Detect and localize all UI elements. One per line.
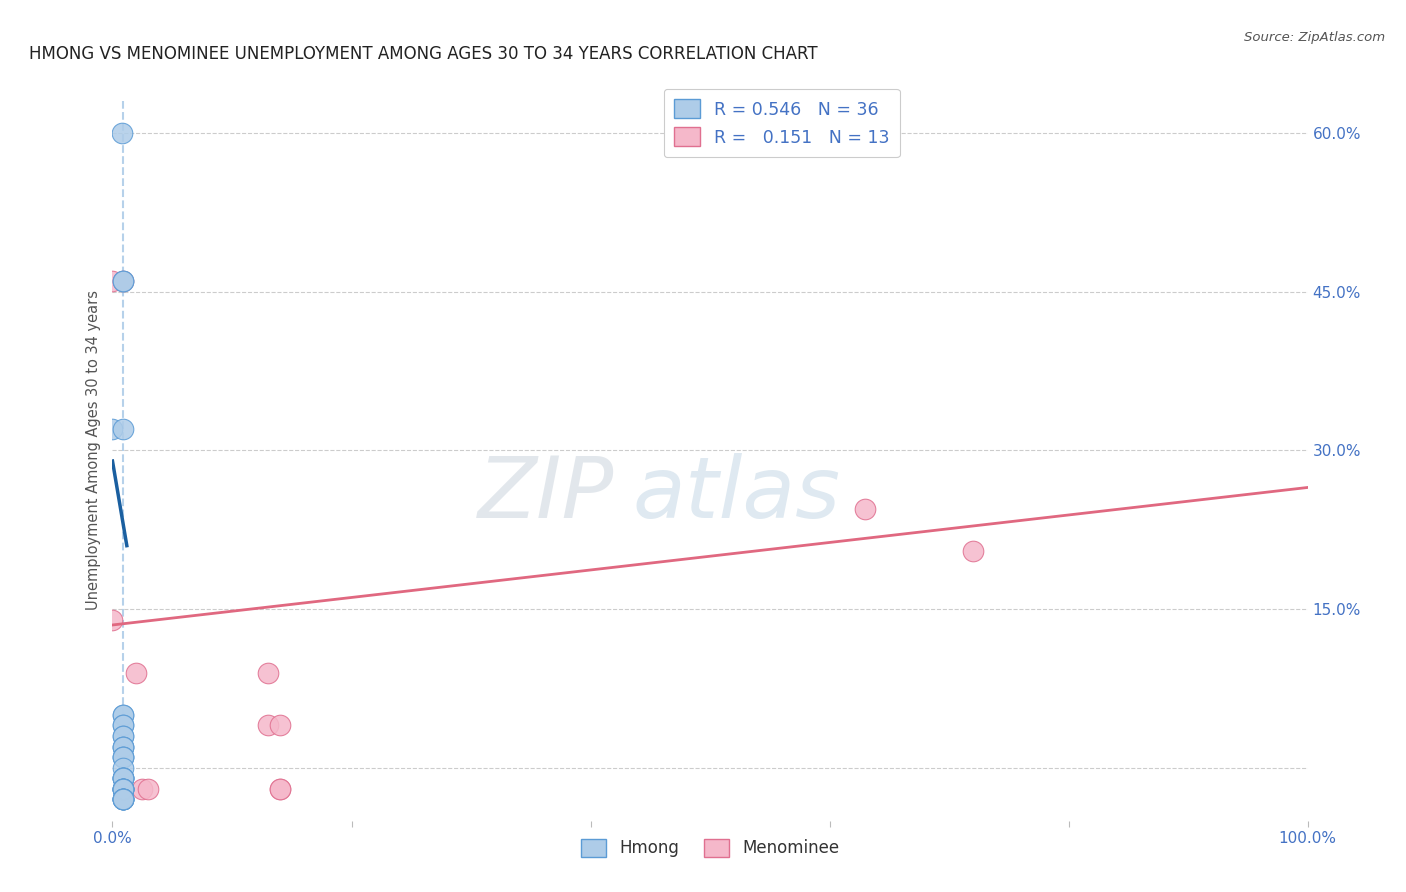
Text: Source: ZipAtlas.com: Source: ZipAtlas.com — [1244, 31, 1385, 45]
Point — [269, 718, 291, 732]
Point — [112, 739, 135, 754]
Point — [112, 729, 135, 743]
Point — [112, 750, 135, 764]
Y-axis label: Unemployment Among Ages 30 to 34 years: Unemployment Among Ages 30 to 34 years — [86, 291, 101, 610]
Point — [112, 761, 135, 775]
Point — [138, 781, 160, 796]
Point — [131, 781, 153, 796]
Point — [112, 792, 135, 806]
Point — [112, 422, 135, 436]
Point — [112, 274, 135, 288]
Point — [112, 718, 135, 732]
Point — [112, 792, 135, 806]
Point — [112, 772, 135, 786]
Text: HMONG VS MENOMINEE UNEMPLOYMENT AMONG AGES 30 TO 34 YEARS CORRELATION CHART: HMONG VS MENOMINEE UNEMPLOYMENT AMONG AG… — [28, 45, 817, 63]
Text: atlas: atlas — [633, 453, 841, 536]
Point — [112, 792, 135, 806]
Point — [257, 665, 280, 680]
Point — [112, 274, 135, 288]
Point — [112, 781, 135, 796]
Point — [855, 501, 877, 516]
Text: ZIP: ZIP — [478, 453, 614, 536]
Point — [101, 613, 124, 627]
Point — [269, 781, 291, 796]
Point — [112, 739, 135, 754]
Point — [257, 718, 280, 732]
Point — [112, 772, 135, 786]
Point — [112, 739, 135, 754]
Point — [112, 718, 135, 732]
Point — [962, 544, 984, 558]
Point — [112, 750, 135, 764]
Point — [112, 772, 135, 786]
Point — [112, 707, 135, 722]
Point — [101, 274, 124, 288]
Point — [112, 781, 135, 796]
Point — [112, 792, 135, 806]
Point — [111, 126, 134, 140]
Point — [112, 792, 135, 806]
Point — [112, 772, 135, 786]
Point — [112, 781, 135, 796]
Point — [112, 781, 135, 796]
Point — [101, 422, 124, 436]
Point — [112, 729, 135, 743]
Point — [112, 772, 135, 786]
Legend: Hmong, Menominee: Hmong, Menominee — [574, 832, 846, 864]
Point — [112, 750, 135, 764]
Point — [112, 792, 135, 806]
Point — [269, 781, 291, 796]
Point — [112, 781, 135, 796]
Point — [112, 792, 135, 806]
Point — [112, 781, 135, 796]
Point — [112, 707, 135, 722]
Point — [125, 665, 148, 680]
Point — [112, 781, 135, 796]
Point — [112, 274, 135, 288]
